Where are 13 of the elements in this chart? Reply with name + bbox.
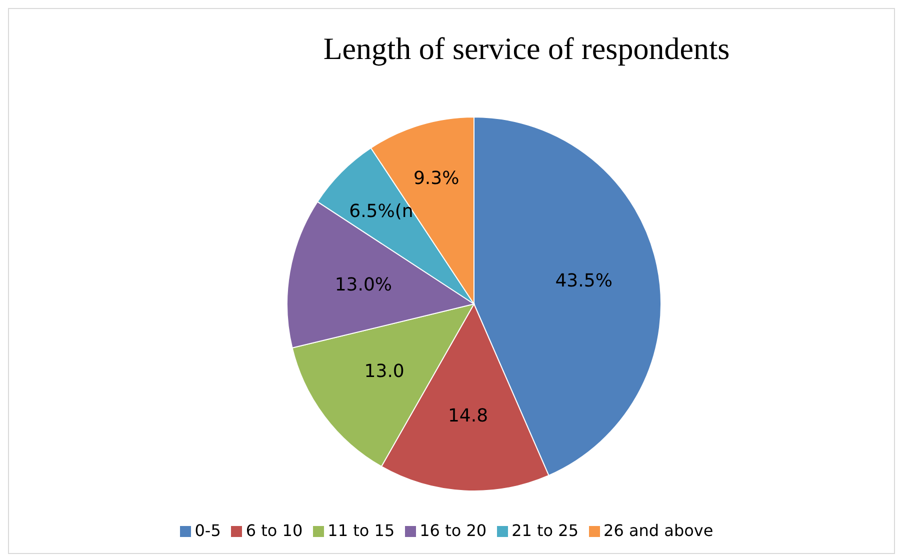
data-label: 13.0 bbox=[364, 360, 404, 382]
legend-label: 16 to 20 bbox=[420, 521, 487, 540]
legend-label: 26 and above bbox=[604, 521, 714, 540]
legend-label: 11 to 15 bbox=[328, 521, 395, 540]
chart-title: Length of service of respondents bbox=[322, 31, 731, 67]
legend-label: 6 to 10 bbox=[246, 521, 303, 540]
data-label: 9.3% bbox=[413, 168, 460, 190]
legend-label: 21 to 25 bbox=[512, 521, 579, 540]
data-label: 14.8 bbox=[448, 406, 488, 427]
data-label: 43.5% bbox=[555, 270, 612, 292]
data-label: 6.5%(n bbox=[349, 201, 414, 222]
legend-label: 0-5 bbox=[194, 521, 221, 540]
data-label: 13.0% bbox=[334, 274, 392, 296]
